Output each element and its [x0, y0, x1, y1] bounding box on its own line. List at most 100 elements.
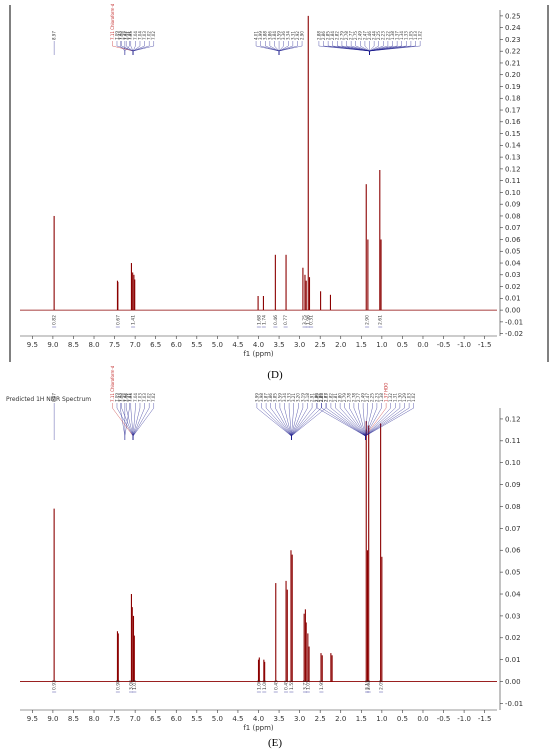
- peak-shift-label: 1.38: [379, 393, 384, 402]
- x-tick-label: 4.5: [232, 715, 243, 723]
- label-leader-line: [316, 403, 366, 440]
- peak-shift-label: 2.83: [324, 393, 329, 402]
- peak-shift-label: 2.78: [344, 31, 349, 40]
- peak-shift-label: 2.78: [351, 393, 356, 402]
- integral-value: 0.98: [115, 680, 121, 690]
- x-tick-label: 3.5: [273, 715, 284, 723]
- peak-shift-label: 7.42: [122, 31, 127, 40]
- y-tick-label: 0.11: [505, 437, 521, 445]
- peak-shift-label: 2.84: [330, 31, 335, 40]
- peak-shift-label: 7.04: [133, 31, 138, 40]
- peak-shift-label: 1.30: [397, 393, 402, 402]
- integral-value: 3.75: [302, 315, 308, 325]
- x-tick-label: 3.5: [273, 341, 284, 349]
- peak-shift-label: 2.77: [349, 31, 354, 40]
- y-tick-label: 0.05: [505, 569, 521, 577]
- x-tick-label: 2.0: [335, 715, 346, 723]
- x-tick-label: 7.5: [109, 715, 120, 723]
- peak-shift-label: 2.44: [372, 31, 377, 40]
- peak-shift-label: 7.04: [137, 31, 142, 40]
- label-leader-line: [112, 41, 134, 55]
- peak-shift-label: 3.20: [296, 393, 301, 402]
- peak-shift-label: 2.78: [347, 393, 352, 402]
- peak-shift-label: 2.92: [295, 31, 300, 40]
- y-tick-label: 0.17: [505, 106, 521, 114]
- peak-shift-label: 7.08: [119, 393, 124, 402]
- x-tick-label: 4.0: [253, 341, 264, 349]
- peak-shift-label: 3.19: [300, 393, 305, 402]
- x-tick-label: 1.5: [356, 341, 367, 349]
- x-tick-label: 4.5: [232, 341, 243, 349]
- label-leader-line: [132, 41, 136, 55]
- y-tick-label: 0.00: [505, 678, 521, 686]
- y-tick-label: 0.02: [505, 283, 521, 291]
- label-leader-line: [369, 41, 412, 55]
- peak-shift-label: 3.34: [286, 31, 291, 40]
- peak-shift-label: 3.33: [286, 393, 291, 402]
- integral-value: 1.74: [261, 315, 267, 325]
- y-tick-label: 0.21: [505, 59, 521, 67]
- label-leader-line: [335, 403, 366, 440]
- peak-shift-label: 2.91: [309, 393, 314, 402]
- label-leader-line: [365, 403, 414, 440]
- peak-shift-label: 3.86: [267, 31, 272, 40]
- y-tick-label: 0.01: [505, 295, 521, 303]
- y-tick-label: 0.10: [505, 189, 521, 197]
- peak-shift-label: 2.79: [339, 31, 344, 40]
- peak-shift-label: 1.05: [408, 31, 413, 40]
- integral-value: 1.95: [319, 680, 325, 690]
- label-leader-line: [291, 403, 327, 440]
- peak-shift-label: 3.85: [273, 393, 278, 402]
- integral-value: 1.68: [256, 315, 262, 325]
- y-tick-label: 0.19: [505, 83, 521, 91]
- y-tick-label: 0.08: [505, 503, 521, 511]
- integral-value: 2.02: [366, 680, 372, 690]
- panel-e-chart: 9.5 9.0 8.5 8.0 7.5 7.0 6.5 6.0 5.5 5.0 4.5 4.0 3.5 3…: [20, 365, 523, 732]
- label-leader-line: [278, 41, 284, 55]
- peak-shift-label: 7.41: [127, 31, 132, 40]
- peak-shift-label: 7.11 Chloroform-d: [110, 365, 115, 402]
- integral-value: 1.41: [131, 315, 137, 325]
- x-tick-label: 8.0: [88, 715, 99, 723]
- x-tick-label: 1.5: [356, 715, 367, 723]
- y-tick-label: 0.03: [505, 271, 521, 279]
- peak-shift-label: 1.29: [402, 393, 407, 402]
- x-tick-label: -1.5: [478, 715, 492, 723]
- y-tick-label: 0.09: [505, 201, 521, 209]
- label-leader-line: [291, 403, 322, 440]
- y-tick-label: 0.22: [505, 48, 521, 56]
- peak-shift-label: 2.82: [335, 31, 340, 40]
- integral-value: 0.77: [283, 315, 289, 325]
- peak-shift-label: 2.23: [374, 393, 379, 402]
- x-tick-label: 7.0: [130, 715, 141, 723]
- x-tick-label: 8.5: [68, 715, 79, 723]
- x-tick-label: 0.0: [417, 715, 428, 723]
- x-tick-label: 0.5: [397, 715, 408, 723]
- peak-shift-label: 3.31: [290, 31, 295, 40]
- integral-value: 1.00: [256, 680, 262, 690]
- panel-e-title: Predicted 1H NMR Spectrum: [6, 396, 91, 403]
- peak-shift-label: 3.18: [305, 393, 310, 402]
- label-leader-line: [364, 41, 370, 55]
- peak-shift-label: 7.07: [124, 31, 129, 40]
- peak-shift-label: 4.01: [253, 31, 258, 40]
- label-leader-line: [132, 41, 154, 55]
- peak-shift-label: 3.34: [282, 393, 287, 402]
- panel-d-chart: 9.5 9.0 8.5 8.0 7.5 7.0 6.5 6.0 5.5 5.0 4.5 4.0 3.5 3…: [9, 3, 549, 362]
- integral-value: 1.55: [289, 680, 295, 690]
- integral-value: 1.00: [262, 680, 268, 690]
- y-tick-label: -0.02: [505, 330, 523, 338]
- peak-shift-label: 3.36: [281, 31, 286, 40]
- y-tick-label: 0.13: [505, 154, 521, 162]
- y-tick-label: 0.12: [505, 165, 521, 173]
- x-tick-label: 0.0: [417, 341, 428, 349]
- peak-shift-label: 7.08: [119, 31, 124, 40]
- peak-shift-label: 3.99: [258, 31, 263, 40]
- y-tick-label: 0.05: [505, 248, 521, 256]
- label-leader-line: [278, 41, 303, 55]
- y-tick-label: 0.20: [505, 71, 521, 79]
- x-tick-label: 2.0: [335, 341, 346, 349]
- y-tick-label: -0.01: [505, 700, 523, 708]
- peak-shift-label: 1.31: [393, 393, 398, 402]
- x-tick-label: 4.0: [253, 715, 264, 723]
